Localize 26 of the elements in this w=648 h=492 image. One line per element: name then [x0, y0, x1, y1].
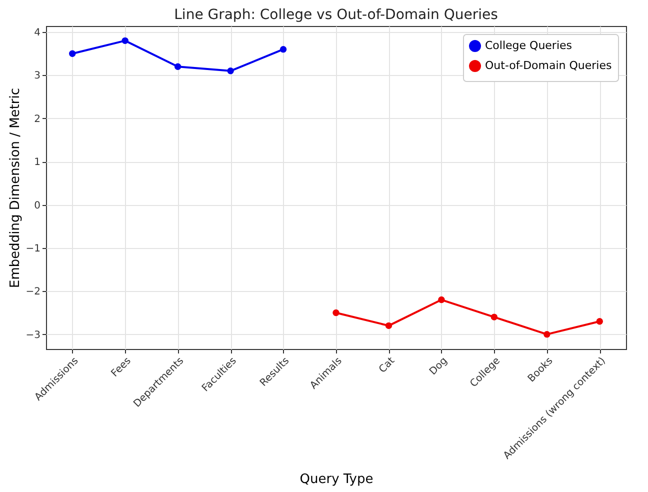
y-tick-label: −3 — [26, 330, 40, 341]
y-tick-label: 4 — [34, 28, 40, 39]
point — [490, 314, 498, 320]
y-tick-label: 1 — [34, 157, 40, 168]
y-tick-label: −1 — [26, 243, 40, 254]
y-tick-label: 3 — [34, 70, 40, 82]
x-axis-title: Query Type — [300, 472, 374, 487]
point — [280, 46, 287, 53]
point — [438, 296, 445, 304]
point — [385, 322, 392, 330]
point — [227, 68, 234, 74]
point — [69, 50, 76, 57]
chart-title: Line Graph: College vs Out-of-Domain Queries — [174, 7, 498, 23]
x-tick-label: Cat — [377, 355, 398, 376]
point — [332, 309, 340, 316]
y-axis-title: Embedding Dimension / Metric — [8, 88, 23, 288]
point — [174, 63, 182, 70]
point — [544, 330, 550, 338]
y-tick-label: 0 — [34, 200, 40, 212]
point — [122, 37, 128, 44]
point — [596, 318, 603, 325]
legend-label: College Queries — [485, 39, 572, 52]
legend-label: Out-of-Domain Queries — [485, 59, 612, 72]
y-tick-label: 2 — [34, 114, 40, 125]
x-tick-label: Dog — [428, 356, 450, 378]
y-tick-label: −2 — [26, 286, 40, 298]
